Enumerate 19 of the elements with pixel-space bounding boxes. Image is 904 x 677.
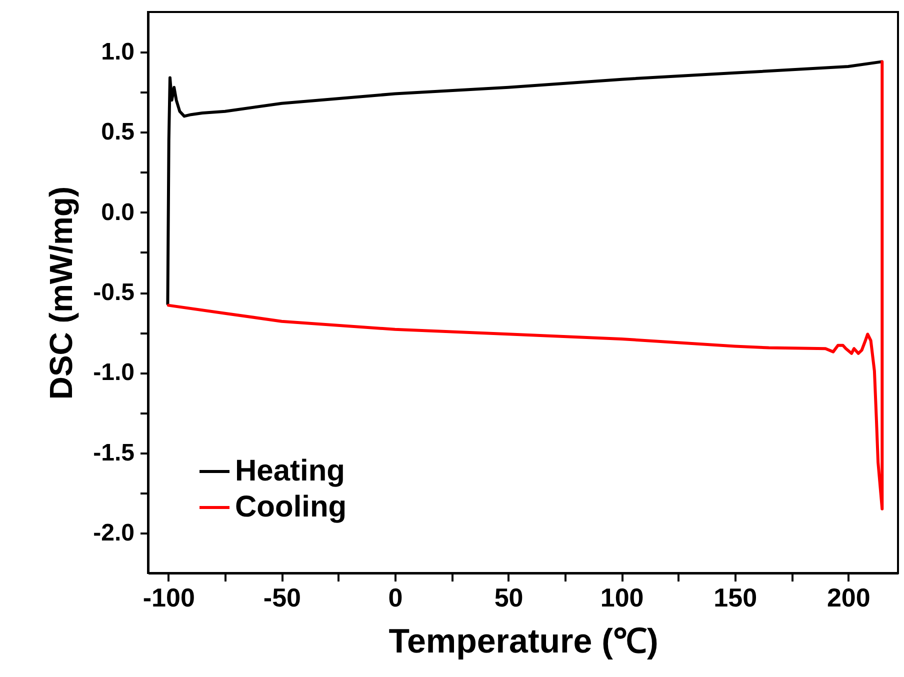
x-tick-label: 150 xyxy=(714,582,758,612)
y-tick-label: -2.0 xyxy=(93,519,134,546)
x-tick-label: -100 xyxy=(142,582,195,612)
x-tick-label: 0 xyxy=(388,582,403,612)
x-tick-label: -50 xyxy=(263,582,301,612)
legend-label: Heating xyxy=(235,454,346,488)
y-tick-label: -1.5 xyxy=(93,439,134,466)
y-axis-title: DSC (mW/mg) xyxy=(43,186,80,400)
legend-label: Cooling xyxy=(235,490,347,524)
y-tick-label: 0.0 xyxy=(101,198,134,226)
x-tick-label: 50 xyxy=(494,582,524,612)
y-tick-label: 1.0 xyxy=(101,38,134,66)
x-tick-label: 100 xyxy=(600,582,644,612)
y-tick-label: -1.0 xyxy=(93,359,134,386)
x-axis-title: Temperature (℃) xyxy=(388,622,658,660)
y-tick-label: 0.5 xyxy=(101,118,134,146)
line-series xyxy=(166,60,884,306)
x-tick-label: 200 xyxy=(826,582,870,612)
y-tick-label: -0.5 xyxy=(93,279,134,306)
